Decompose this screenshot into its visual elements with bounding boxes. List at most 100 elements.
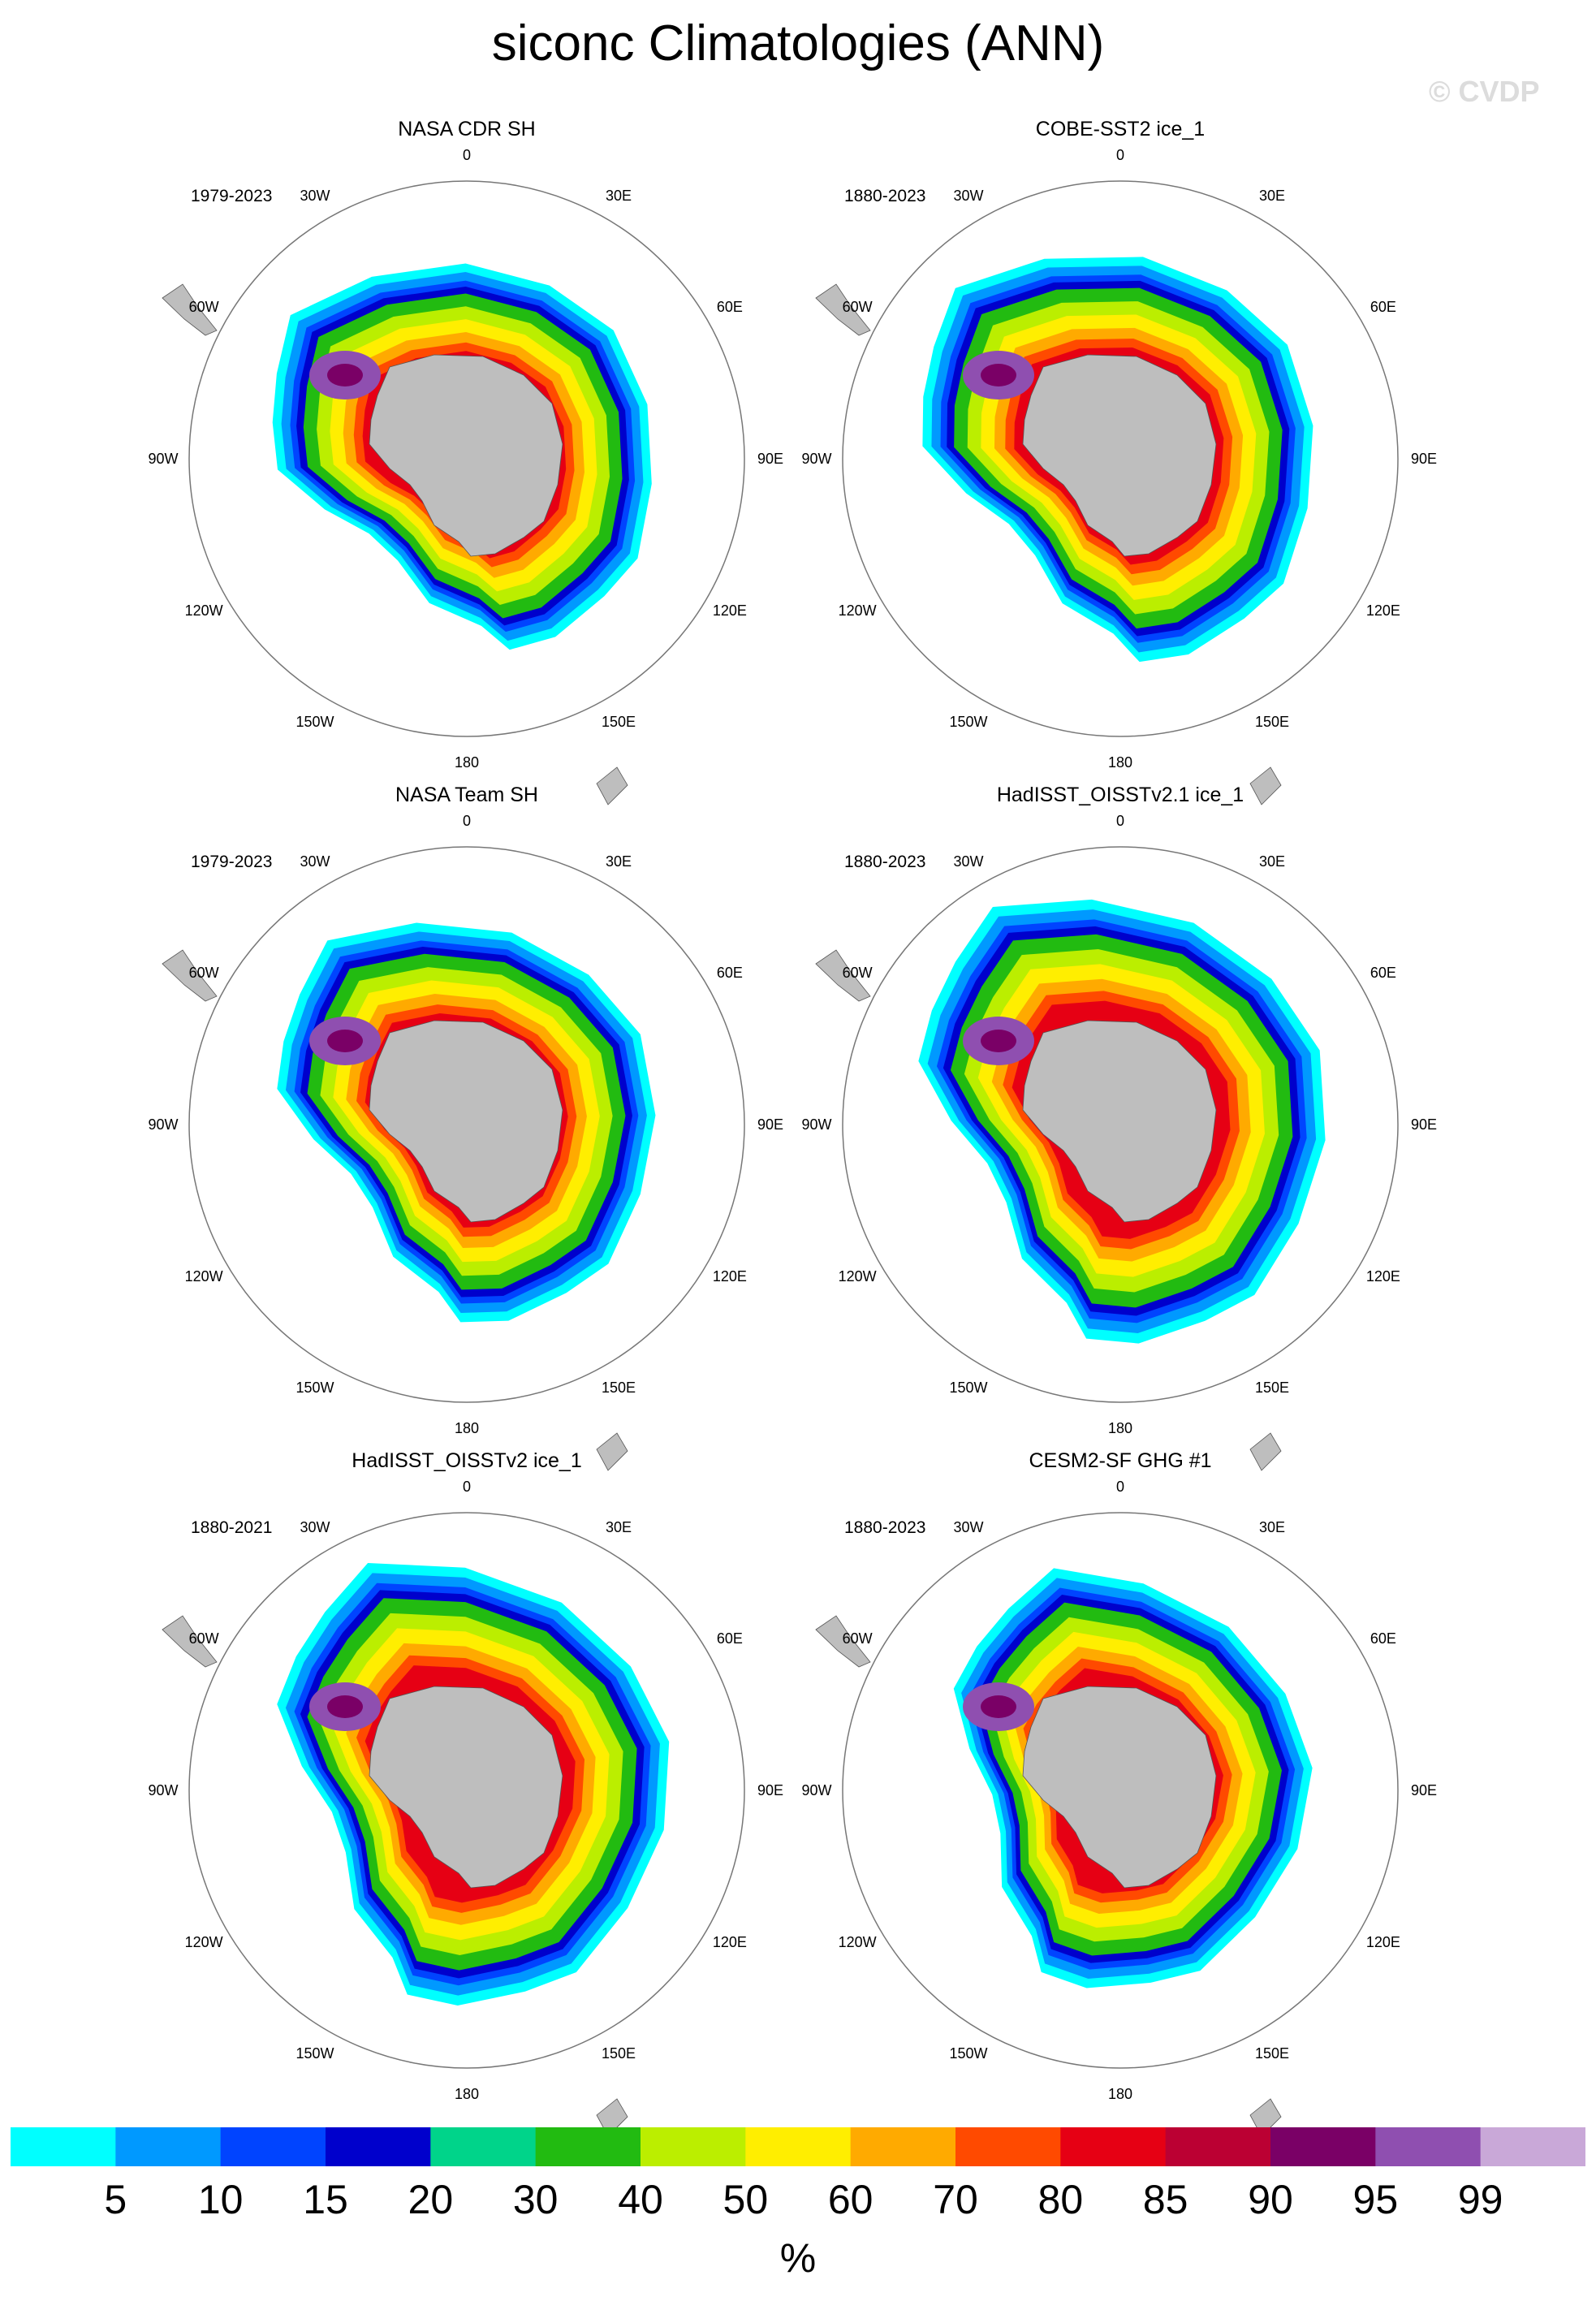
- colorbar-box: [430, 2127, 537, 2166]
- ice-max-core: [327, 364, 363, 386]
- lon-label: 120E: [1366, 602, 1400, 619]
- sea-ice-field: [953, 1568, 1313, 1988]
- panel-period: 1979-2023: [191, 187, 273, 205]
- south-america-land: [815, 949, 871, 1002]
- south-america-land: [162, 283, 218, 336]
- sea-ice-field: [918, 899, 1326, 1344]
- lon-label: 180: [455, 1420, 479, 1436]
- map-panel: CESM2-SF GHG #1 1880-2023 0 30E 60E 90E 120E 15…: [796, 1449, 1445, 2137]
- panel-title: CESM2-SF GHG #1: [1029, 1449, 1212, 1472]
- lon-label: 150W: [949, 714, 987, 730]
- ice-max-core: [981, 1030, 1016, 1052]
- panel-period: 1880-2023: [844, 853, 926, 871]
- colorbar-unit: %: [779, 2235, 817, 2281]
- lon-label: 90W: [148, 1782, 178, 1798]
- colorbar-tick-label: 95: [1352, 2177, 1399, 2222]
- sea-ice-field: [277, 922, 656, 1323]
- lon-label: 60W: [843, 965, 873, 981]
- lon-label: 120W: [185, 1268, 223, 1285]
- lon-label: 0: [463, 813, 471, 829]
- colorbar-box: [11, 2127, 116, 2166]
- lon-label: 90W: [148, 451, 178, 467]
- lon-label: 180: [455, 2086, 479, 2102]
- colorbar-box: [850, 2127, 956, 2166]
- lon-label: 150E: [602, 1380, 636, 1396]
- map-panel: COBE-SST2 ice_1 1880-2023 0 30E 60E 90E 120E 15…: [796, 118, 1445, 805]
- lon-label: 30W: [953, 853, 983, 870]
- polar-map: 0 30E 60E 90E 120E 150E 180 150W 120W 90W 60W 30W: [148, 147, 783, 805]
- new-zealand-land: [596, 1432, 628, 1471]
- lon-label: 0: [1116, 813, 1124, 829]
- lon-label: 150W: [295, 2045, 334, 2062]
- lon-label: 120W: [839, 1268, 877, 1285]
- panel-period: 1880-2021: [191, 1518, 273, 1537]
- lon-label: 120E: [713, 1268, 747, 1285]
- lon-label: 30W: [300, 853, 330, 870]
- lon-label: 30E: [606, 188, 632, 204]
- new-zealand-land: [1249, 766, 1282, 805]
- lon-label: 180: [1108, 754, 1132, 771]
- lon-label: 90E: [757, 451, 783, 467]
- lon-label: 60W: [189, 1630, 219, 1647]
- lon-label: 120W: [185, 1934, 223, 1950]
- lon-label: 60E: [717, 965, 743, 981]
- panel-period: 1880-2023: [844, 187, 926, 205]
- sea-ice-field: [277, 1563, 670, 2006]
- lon-label: 120E: [713, 1934, 747, 1950]
- lon-label: 60W: [843, 299, 873, 315]
- colorbar-tick-label: 30: [512, 2177, 559, 2222]
- polar-map: 0 30E 60E 90E 120E 150E 180 150W 120W 90W 60W 30W: [801, 813, 1437, 1471]
- map-panel: NASA CDR SH 1979-2023 0 30E 60E 90E 120E 150E 18…: [142, 118, 792, 805]
- colorbar-tick-label: 60: [827, 2177, 873, 2222]
- lon-label: 120E: [1366, 1934, 1400, 1950]
- lon-label: 30W: [300, 1519, 330, 1535]
- panel-title: NASA CDR SH: [398, 118, 536, 140]
- south-america-land: [815, 283, 871, 336]
- colorbar-tick-label: 80: [1037, 2177, 1084, 2222]
- lon-label: 150E: [1255, 1380, 1289, 1396]
- lon-label: 150W: [949, 1380, 987, 1396]
- south-america-land: [162, 949, 218, 1002]
- colorbar-tick-label: 99: [1457, 2177, 1503, 2222]
- lon-label: 120W: [185, 602, 223, 619]
- lon-label: 180: [455, 754, 479, 771]
- lon-label: 120E: [1366, 1268, 1400, 1285]
- lon-label: 180: [1108, 2086, 1132, 2102]
- antarctica-land: [1022, 1686, 1217, 1889]
- colorbar-box: [1060, 2127, 1167, 2166]
- lon-label: 90W: [801, 1116, 831, 1133]
- panel-period: 1979-2023: [191, 853, 273, 871]
- colorbar-tick-label: 10: [197, 2177, 244, 2222]
- watermark: © CVDP: [1429, 75, 1540, 108]
- page-title: siconc Climatologies (ANN): [491, 15, 1105, 71]
- lon-label: 60E: [717, 299, 743, 315]
- map-panel: HadISST_OISSTv2.1 ice_1 1880-2023 0 30E 60E 9…: [796, 784, 1445, 1471]
- colorbar-tick-label: 50: [723, 2177, 769, 2222]
- panel-period: 1880-2023: [844, 1518, 926, 1537]
- map-panel: NASA Team SH 1979-2023 0 30E 60E 90E 120E 150E 1…: [142, 784, 792, 1471]
- lon-label: 60E: [717, 1630, 743, 1647]
- polar-map: 0 30E 60E 90E 120E 150E 180 150W 120W 90W 60W 30W: [148, 813, 783, 1471]
- lon-label: 150W: [295, 714, 334, 730]
- antarctica-land: [369, 1686, 563, 1889]
- antarctica-land: [1022, 1020, 1217, 1223]
- colorbar-tick-label: 90: [1248, 2177, 1293, 2222]
- lon-label: 150E: [602, 2045, 636, 2062]
- south-america-land: [815, 1615, 871, 1668]
- lon-label: 0: [1116, 147, 1124, 163]
- new-zealand-land: [596, 766, 628, 805]
- lon-label: 30E: [1259, 188, 1285, 204]
- lon-label: 60W: [843, 1630, 873, 1647]
- lon-label: 0: [1116, 1479, 1124, 1495]
- new-zealand-land: [1249, 1432, 1282, 1471]
- lon-label: 90E: [1411, 1116, 1437, 1133]
- sea-ice-field: [922, 257, 1313, 663]
- colorbar: [11, 2127, 1585, 2166]
- lon-label: 30W: [953, 188, 983, 204]
- colorbar-tick-label: 70: [933, 2177, 978, 2222]
- colorbar-tick-label: 85: [1142, 2177, 1188, 2222]
- lon-label: 150W: [949, 2045, 987, 2062]
- lon-label: 60E: [1370, 299, 1396, 315]
- colorbar-tick-label: 40: [618, 2177, 663, 2222]
- lon-label: 90W: [801, 1782, 831, 1798]
